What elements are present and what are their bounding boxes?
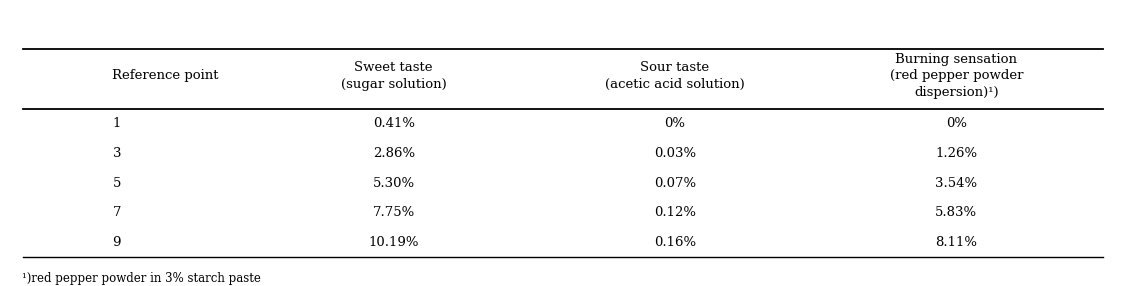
Text: 5.30%: 5.30% [372,176,415,190]
Text: 5: 5 [112,176,120,190]
Text: 9: 9 [112,236,122,249]
Text: 0.12%: 0.12% [654,206,696,219]
Text: 1.26%: 1.26% [935,147,978,160]
Text: 0.07%: 0.07% [654,176,696,190]
Text: Sweet taste
(sugar solution): Sweet taste (sugar solution) [341,61,447,91]
Text: Burning sensation
(red pepper powder
dispersion)¹): Burning sensation (red pepper powder dis… [890,53,1023,99]
Text: 0.03%: 0.03% [654,147,696,160]
Text: 3.54%: 3.54% [935,176,978,190]
Text: 0%: 0% [665,117,685,130]
Text: 8.11%: 8.11% [935,236,978,249]
Text: 0.16%: 0.16% [654,236,696,249]
Text: 5.83%: 5.83% [935,206,978,219]
Text: 1: 1 [112,117,120,130]
Text: 3: 3 [112,147,122,160]
Text: ¹)red pepper powder in 3% starch paste: ¹)red pepper powder in 3% starch paste [22,272,261,285]
Text: 0.41%: 0.41% [372,117,415,130]
Text: 2.86%: 2.86% [372,147,415,160]
Text: 7.75%: 7.75% [372,206,415,219]
Text: 7: 7 [112,206,122,219]
Text: 10.19%: 10.19% [369,236,418,249]
Text: Reference point: Reference point [112,69,219,82]
Text: 0%: 0% [946,117,966,130]
Text: Sour taste
(acetic acid solution): Sour taste (acetic acid solution) [605,61,745,91]
